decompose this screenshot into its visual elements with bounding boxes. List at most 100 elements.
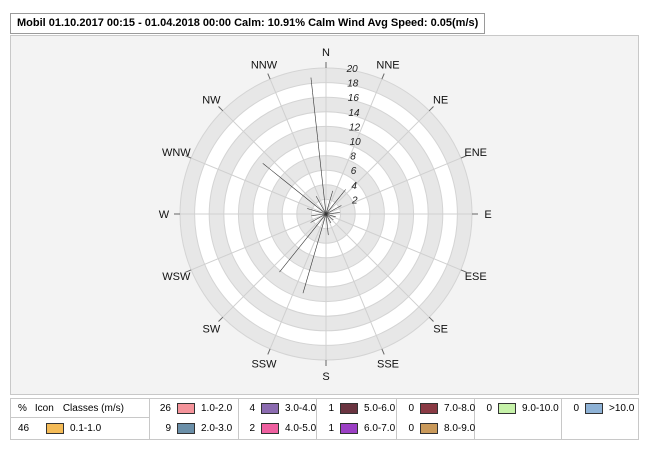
rose-segment — [325, 198, 331, 215]
legend-count: 1 — [328, 402, 334, 414]
tick-mark — [428, 316, 434, 322]
legend-item: 0 8.0-9.0 — [402, 420, 475, 436]
direction-label: WSW — [162, 271, 191, 283]
legend-count: 2 — [249, 422, 255, 434]
tick-mark — [185, 155, 192, 159]
radial-tick-label: 2 — [351, 195, 358, 206]
rose-segment — [313, 218, 318, 222]
rose-segment — [343, 190, 345, 193]
direction-label: NW — [202, 94, 221, 106]
legend-item: 1 6.0-7.0 — [322, 420, 395, 436]
rose-segment — [307, 208, 311, 210]
rose-segment — [310, 209, 317, 212]
direction-label: SSE — [377, 359, 399, 371]
grid-spoke — [190, 213, 327, 271]
rose-segment — [325, 213, 330, 221]
wind-rose-chart: N NNE NE ENE E ESE SE SSE S SSW SW WSW W WNW NW NNW 2 4 6 8… — [159, 47, 492, 383]
chart-area: N NNE NE ENE E ESE SE SSE S SSW SW WSW W WNW NW NNW 2 4 6 8… — [10, 35, 639, 395]
legend-header-percent: % — [18, 402, 27, 414]
rose-segment — [339, 205, 342, 207]
radial-tick-label: 4 — [351, 181, 357, 192]
legend-item: 9 2.0-3.0 — [159, 420, 232, 436]
direction-label: N — [322, 47, 330, 59]
legend-count: 9 — [165, 422, 171, 434]
rose-segment — [329, 220, 331, 223]
radial-tick-label: 14 — [348, 108, 360, 119]
rose-segment — [312, 92, 315, 105]
rose-segment — [332, 215, 336, 217]
grid-spoke — [222, 110, 327, 215]
rose-segment — [303, 281, 307, 292]
legend-label: 1.0-2.0 — [201, 402, 233, 414]
legend-label: 4.0-5.0 — [285, 422, 317, 434]
grid-spoke — [325, 78, 383, 215]
rose-segment — [280, 268, 283, 271]
rose-segment — [279, 270, 282, 272]
legend-count: 0 — [573, 402, 579, 414]
radial-tick-label: 18 — [347, 79, 359, 90]
rose-segment — [317, 213, 327, 216]
tick-mark — [267, 348, 271, 355]
legend-item: 4 3.0-4.0 — [243, 400, 316, 416]
chart-title: Mobil 01.10.2017 00:15 - 01.04.2018 00:0… — [10, 13, 486, 34]
direction-label: NE — [433, 94, 448, 106]
legend-divider — [238, 399, 239, 439]
rose-segment — [281, 260, 289, 269]
legend-count: 0 — [408, 402, 414, 414]
rose-segment — [325, 202, 336, 215]
legend-divider — [396, 399, 397, 439]
legend-item: 1 5.0-6.0 — [322, 400, 395, 416]
tick-mark — [381, 73, 385, 80]
legend-item: 2 4.0-5.0 — [243, 420, 316, 436]
legend-label: >10.0 — [609, 402, 635, 414]
legend-divider — [11, 417, 149, 418]
grid-spoke — [325, 213, 383, 350]
rose-segment — [267, 167, 272, 171]
legend-swatch — [340, 402, 358, 414]
rose-segment — [319, 202, 327, 215]
legend-swatch — [585, 402, 603, 414]
rose-segment — [311, 213, 327, 232]
rose-segment — [311, 220, 314, 223]
tick-mark — [218, 316, 224, 322]
rose-segment — [320, 168, 327, 215]
legend-label: 2.0-3.0 — [201, 422, 233, 434]
legend-count: 0 — [408, 422, 414, 434]
radial-tick-label: 16 — [348, 93, 360, 104]
rose-segment — [325, 213, 328, 227]
legend-swatch — [177, 422, 195, 434]
direction-label: SSW — [251, 359, 277, 371]
direction-label: WNW — [162, 147, 191, 159]
legend-swatch — [420, 402, 438, 414]
legend-header-classes: Classes (m/s) — [62, 402, 124, 414]
direction-label: E — [484, 209, 491, 221]
legend-label: 8.0-9.0 — [444, 422, 476, 434]
rose-segment — [325, 207, 338, 215]
legend-divider — [149, 399, 150, 439]
rose-segment — [317, 198, 320, 203]
rose-segment — [337, 205, 341, 208]
direction-label: SW — [203, 324, 221, 336]
legend-count: 0 — [486, 402, 492, 414]
tick-mark — [460, 155, 467, 159]
legend-swatch — [46, 422, 64, 434]
rose-segment — [265, 165, 269, 168]
legend-swatch — [177, 402, 195, 414]
rose-segment — [263, 163, 266, 166]
direction-label: NNW — [251, 59, 278, 71]
tick-mark — [218, 106, 224, 112]
direction-label: W — [159, 209, 170, 221]
legend-divider — [474, 399, 475, 439]
legend-count: 1 — [328, 422, 334, 434]
direction-label: ENE — [464, 147, 487, 159]
rose-segment — [311, 82, 313, 93]
radial-tick-label: 12 — [349, 122, 361, 133]
legend-swatch — [420, 422, 438, 434]
radial-tick-label: 6 — [351, 166, 357, 177]
tick-mark — [185, 269, 192, 273]
grid-spoke — [325, 110, 430, 215]
tick-mark — [428, 106, 434, 112]
legend-divider — [316, 399, 317, 439]
direction-label: NNE — [376, 59, 399, 71]
grid-spoke — [190, 157, 327, 215]
